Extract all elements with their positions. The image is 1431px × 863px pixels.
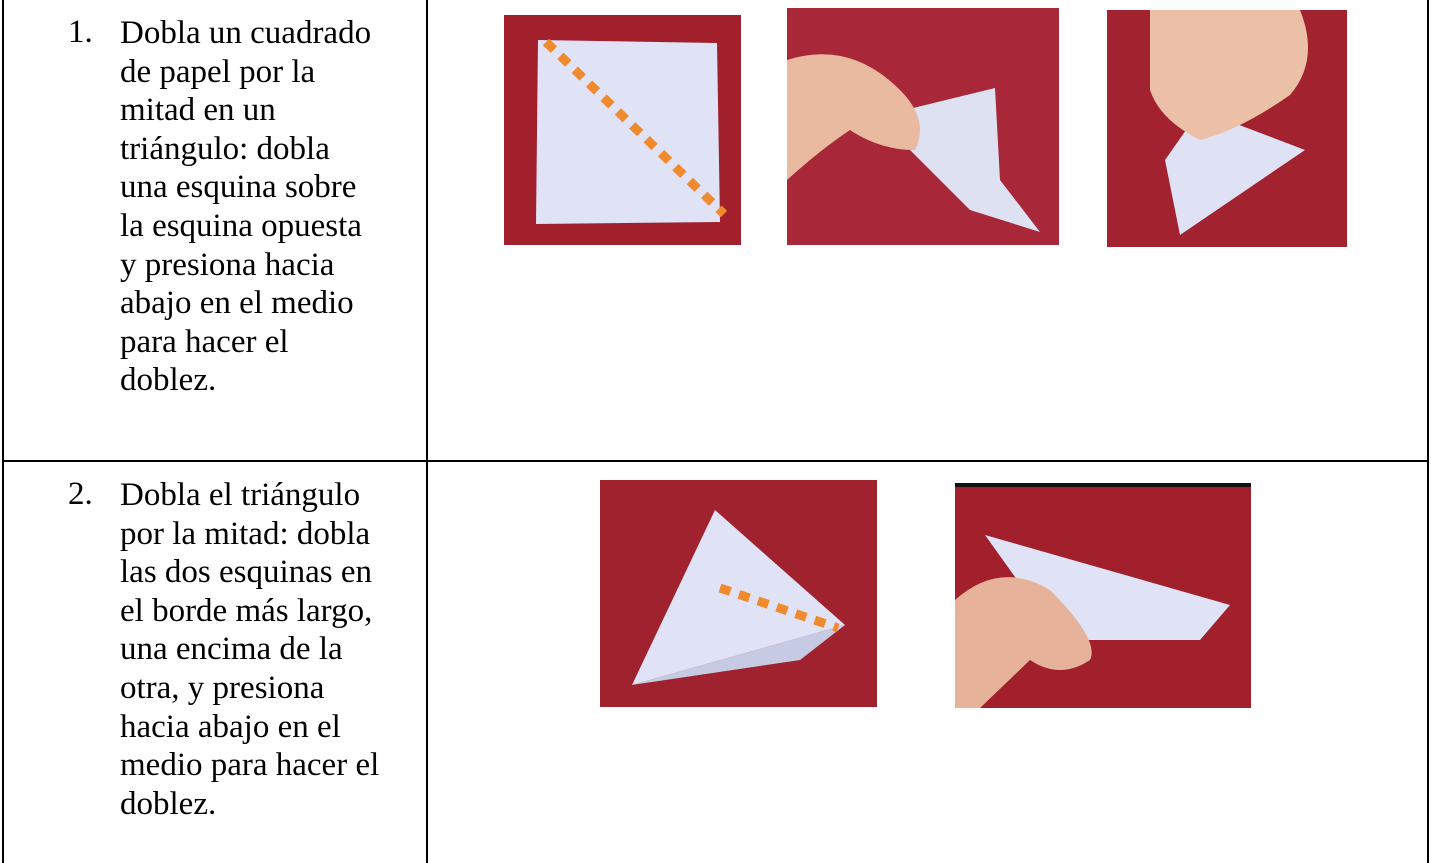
step-text-line: una esquina sobre — [120, 169, 357, 206]
photo — [600, 480, 877, 707]
step-text-line: medio para hacer el — [120, 747, 380, 784]
photo — [504, 15, 741, 245]
step-text-line: una encima de la — [120, 631, 343, 668]
step-text-line: doblez. — [120, 785, 217, 822]
step-text-line: y presiona hacia — [120, 246, 335, 283]
photo — [787, 8, 1059, 245]
photo — [955, 483, 1251, 708]
step-text-line: triángulo: dobla — [120, 130, 330, 167]
step-text-line: por la mitad: dobla — [120, 515, 371, 552]
step-text-line: el borde más largo, — [120, 592, 373, 629]
step-text-line: de papel por la — [120, 53, 316, 90]
step-text-line: Dobla un cuadrado — [120, 15, 372, 51]
step-text-line: para hacer el — [120, 323, 289, 360]
step-text-line: las dos esquinas en — [120, 554, 373, 591]
step-text-line: abajo en el medio — [120, 285, 354, 322]
step-text-line: mitad en un — [120, 92, 276, 129]
step-number: 2. — [68, 476, 93, 512]
step-number: 1. — [68, 14, 93, 50]
step-text-line: la esquina opuesta — [120, 208, 362, 244]
step-text-line: otra, y presiona — [120, 670, 325, 706]
step-text-line: Dobla el triángulo — [120, 477, 361, 513]
step-text-line: doblez. — [120, 362, 217, 399]
step-text-line: hacia abajo en el — [120, 708, 341, 745]
photo — [1107, 10, 1347, 247]
